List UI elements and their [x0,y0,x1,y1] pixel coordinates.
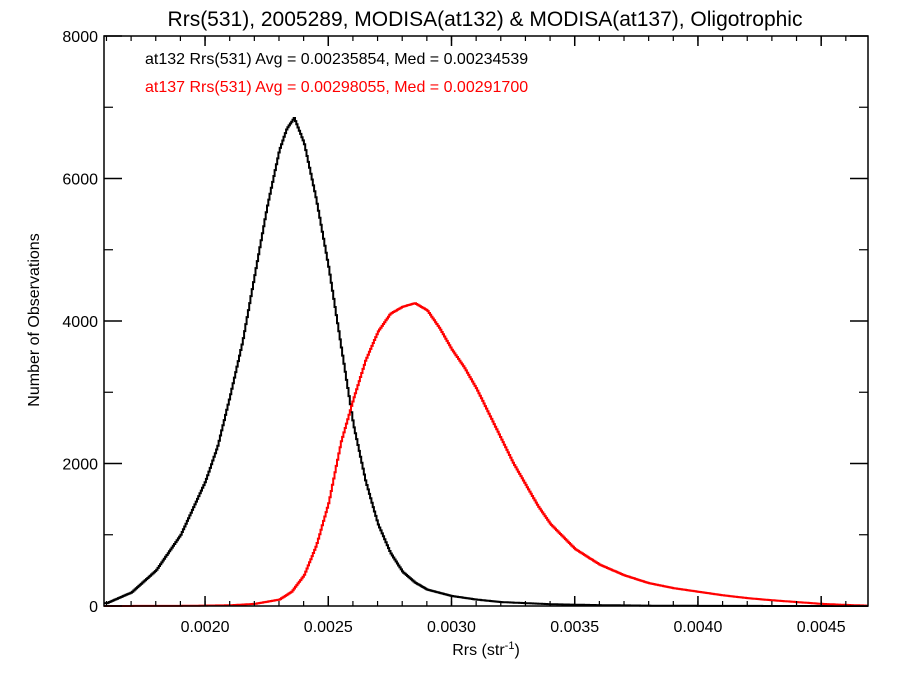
x-tick-label: 0.0020 [181,619,230,636]
y-tick-label: 8000 [62,29,98,46]
y-axis-label: Number of Observations [26,233,43,406]
ticks-layer: 0.0020 0.0025 0.0030 0.0035 0.0040 0.0045 0 200… [62,29,868,636]
x-tick-label: 0.0025 [304,619,353,636]
x-tick-label: 0.0030 [427,619,476,636]
series-line-0 [104,117,868,607]
annotation-at137: at137 Rrs(531) Avg = 0.00298055, Med = 0… [145,79,528,96]
x-axis-label-main: Rrs (str [452,642,505,659]
x-tick-label: 0.0035 [550,619,599,636]
y-tick-label: 4000 [62,314,98,331]
series-line-1 [104,302,868,607]
x-axis-label-end: ) [514,642,519,659]
x-axis-label: Rrs (str-1) [452,640,520,659]
y-tick-label: 2000 [62,457,98,474]
series-layer [104,117,868,607]
y-tick-label: 0 [89,599,98,616]
plot-frame [103,35,869,607]
x-tick-label: 0.0040 [673,619,722,636]
y-tick-label: 6000 [62,172,98,189]
x-axis-label-sup: -1 [505,640,515,652]
x-tick-label: 0.0045 [797,619,846,636]
annotation-at132: at132 Rrs(531) Avg = 0.00235854, Med = 0… [145,51,528,68]
chart-title: Rrs(531), 2005289, MODISA(at132) & MODIS… [168,8,803,31]
